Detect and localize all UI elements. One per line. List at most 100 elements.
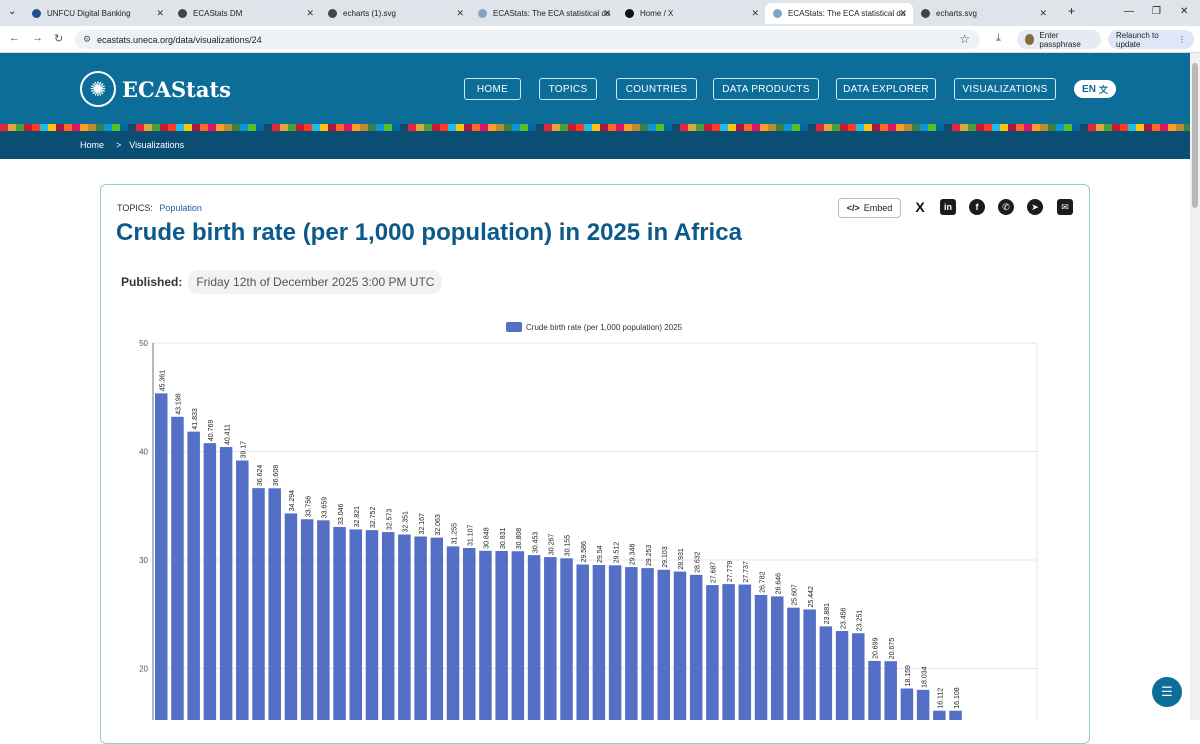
close-tab-icon[interactable]: ✕ xyxy=(1039,8,1047,18)
email-icon[interactable]: ✉ xyxy=(1057,199,1073,215)
bar-value-label: 30.267 xyxy=(549,534,556,556)
legend-swatch xyxy=(506,322,522,332)
chat-bubble-button[interactable]: ☰ xyxy=(1152,677,1182,707)
bar xyxy=(625,567,638,720)
bar-value-label: 16.112 xyxy=(938,688,945,709)
reload-icon[interactable]: ↻ xyxy=(54,33,64,45)
relaunch-button[interactable]: Relaunch to update ⋮ xyxy=(1108,30,1194,49)
site-info-icon[interactable]: ⚙ xyxy=(83,34,92,44)
bar xyxy=(252,488,265,720)
bar-value-label: 32.167 xyxy=(419,513,426,535)
page-scrollbar[interactable] xyxy=(1190,53,1200,720)
bar xyxy=(641,568,654,720)
bar-value-label: 29.54 xyxy=(597,545,604,563)
tab-favicon-icon xyxy=(478,9,487,18)
url-text: ecastats.uneca.org/data/visualizations/2… xyxy=(97,34,262,45)
download-icon[interactable]: ⤓ xyxy=(996,32,1001,44)
bar-chart: 50 40 30 20 45.361 43.198 41.833 40.769 40.411 39… xyxy=(139,339,1038,720)
facebook-icon[interactable]: f xyxy=(969,199,985,215)
back-icon[interactable]: ← xyxy=(9,32,20,44)
bar-value-label: 18.159 xyxy=(905,665,912,687)
breadcrumb-chevron-icon: > xyxy=(116,140,122,150)
bar xyxy=(787,607,800,720)
nav-item[interactable]: TOPICS xyxy=(539,78,597,100)
menu-kebab-icon[interactable]: ⋮ xyxy=(1178,35,1186,44)
browser-tab[interactable]: echarts (1).svg ✕ xyxy=(320,3,470,24)
new-tab-button[interactable]: + xyxy=(1068,4,1076,18)
bar xyxy=(381,532,395,720)
bar xyxy=(722,584,735,720)
bar xyxy=(852,633,865,720)
bar-value-label: 16.108 xyxy=(954,687,961,709)
linkedin-icon[interactable]: in xyxy=(940,199,956,215)
close-tab-icon[interactable]: ✕ xyxy=(751,8,759,18)
whatsapp-icon[interactable]: ✆ xyxy=(998,199,1014,215)
bar xyxy=(560,558,573,720)
close-tab-icon[interactable]: ✕ xyxy=(156,8,164,18)
close-tab-icon[interactable]: ✕ xyxy=(603,8,611,18)
x-icon[interactable]: X xyxy=(915,199,925,215)
bar-value-label: 27.737 xyxy=(743,561,750,583)
bar-value-label: 39.17 xyxy=(241,441,248,459)
restore-icon[interactable]: ❐ xyxy=(1152,6,1161,17)
breadcrumb-current: Visualizations xyxy=(129,140,185,150)
bar xyxy=(219,447,233,720)
bar-value-label: 26.782 xyxy=(759,571,766,593)
browser-tab[interactable]: UNFCU Digital Banking ✕ xyxy=(24,3,170,24)
bar xyxy=(803,609,816,720)
bar xyxy=(284,513,298,720)
browser-tab[interactable]: ECAStats: The ECA statistical da ✕ xyxy=(765,3,913,24)
language-switcher[interactable]: EN 文 xyxy=(1074,80,1116,98)
tab-title: Home / X xyxy=(640,9,674,18)
bar-value-label: 29.253 xyxy=(646,545,653,567)
chart-legend[interactable]: Crude birth rate (per 1,000 population) … xyxy=(506,322,682,332)
nav-item[interactable]: DATA PRODUCTS xyxy=(713,78,819,100)
passphrase-button[interactable]: Enter passphrase xyxy=(1017,30,1101,49)
forward-icon[interactable]: → xyxy=(32,32,43,44)
close-window-icon[interactable]: ✕ xyxy=(1180,6,1189,17)
tab-title: ECAStats: The ECA statistical da xyxy=(788,9,906,18)
close-tab-icon[interactable]: ✕ xyxy=(306,8,314,18)
bar-value-label: 32.752 xyxy=(370,507,377,529)
bar-value-label: 18.034 xyxy=(921,666,928,688)
scrollbar-thumb[interactable] xyxy=(1192,63,1198,208)
chat-icon: ☰ xyxy=(1161,684,1173,699)
breadcrumb-home[interactable]: Home xyxy=(80,140,105,150)
embed-button[interactable]: </> Embed xyxy=(838,198,901,218)
bar-value-label: 26.646 xyxy=(775,573,782,595)
address-bar-row: ← → ↻ ⚙ ecastats.uneca.org/data/visualiz… xyxy=(0,26,1200,53)
y-tick-label: 30 xyxy=(139,556,148,565)
tab-favicon-icon xyxy=(773,9,782,18)
passphrase-label: Enter passphrase xyxy=(1039,30,1081,49)
bar-value-label: 27.779 xyxy=(727,561,734,583)
browser-tab[interactable]: ECAStats: The ECA statistical da ✕ xyxy=(470,3,617,24)
bar xyxy=(317,520,330,720)
bookmark-star-icon[interactable]: ☆ xyxy=(959,32,970,46)
topic-link[interactable]: Population xyxy=(159,203,202,213)
nav-item[interactable]: VISUALIZATIONS xyxy=(954,78,1056,100)
browser-tab[interactable]: echarts.svg ✕ xyxy=(913,3,1053,24)
browser-tab[interactable]: Home / X ✕ xyxy=(617,3,765,24)
tab-search-icon[interactable]: ⌄ xyxy=(8,6,17,17)
bar xyxy=(479,550,492,720)
site-logo[interactable]: ✺ ECAStats xyxy=(80,71,231,107)
nav-item[interactable]: DATA EXPLORER xyxy=(836,78,936,100)
telegram-icon[interactable]: ➤ xyxy=(1027,199,1043,215)
bar xyxy=(754,594,768,720)
minimize-icon[interactable]: — xyxy=(1124,6,1134,17)
bar-value-label: 30.453 xyxy=(532,532,539,554)
close-tab-icon[interactable]: ✕ xyxy=(899,8,907,18)
bar-value-label: 29.348 xyxy=(630,544,637,566)
nav-item[interactable]: COUNTRIES xyxy=(616,78,697,100)
browser-tab[interactable]: ECAStats DM ✕ xyxy=(170,3,320,24)
bar xyxy=(398,534,411,720)
close-tab-icon[interactable]: ✕ xyxy=(456,8,464,18)
bar-value-label: 25.607 xyxy=(792,584,799,606)
code-icon: </> xyxy=(846,203,860,213)
bar xyxy=(203,443,217,720)
relaunch-label: Relaunch to update xyxy=(1116,30,1159,49)
bar-value-label: 32.351 xyxy=(403,511,410,533)
url-field[interactable]: ⚙ ecastats.uneca.org/data/visualizations… xyxy=(75,30,980,49)
nav-item[interactable]: HOME xyxy=(464,78,521,100)
tab-favicon-icon xyxy=(32,9,41,18)
